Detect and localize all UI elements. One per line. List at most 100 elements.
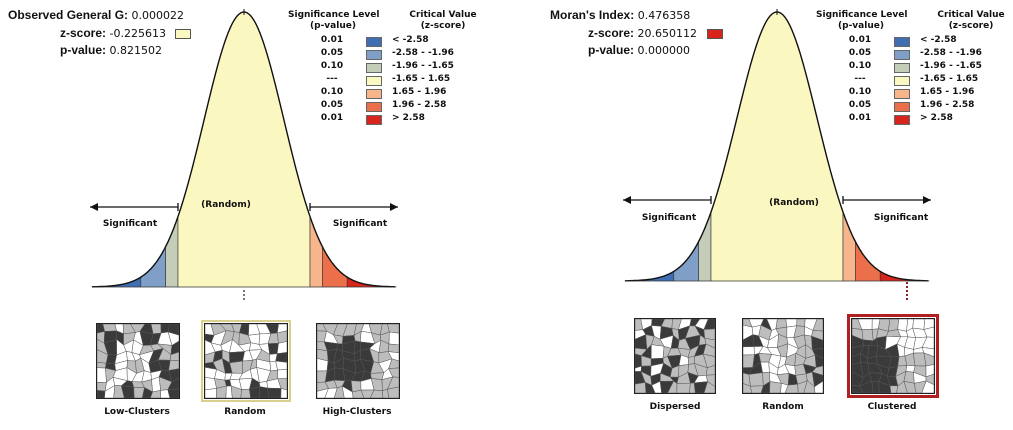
legend-z-range: > 2.58 bbox=[392, 113, 425, 123]
map-polygon bbox=[267, 343, 279, 355]
legend-swatch bbox=[894, 63, 910, 73]
map-polygon bbox=[230, 385, 242, 398]
map-graphic bbox=[205, 324, 287, 398]
map-polygon bbox=[760, 381, 771, 393]
z-score-swatch-left bbox=[175, 29, 192, 39]
legend-z-range: -2.58 - -1.96 bbox=[920, 48, 982, 58]
legend-row: 0.01 < -2.58 bbox=[842, 35, 992, 48]
map-polygon bbox=[133, 387, 145, 398]
map-polygon bbox=[150, 390, 161, 398]
map-polygon bbox=[852, 384, 864, 393]
map-polygon bbox=[277, 369, 287, 379]
map-polygon bbox=[748, 372, 764, 387]
legend-swatch bbox=[366, 37, 382, 47]
morans-index-value: 0.476358 bbox=[637, 9, 691, 22]
map-polygon bbox=[387, 351, 399, 362]
map-random-right bbox=[742, 318, 824, 394]
map-random-left bbox=[201, 320, 291, 402]
arrowhead-right bbox=[390, 203, 398, 211]
map-polygon bbox=[743, 383, 752, 393]
map-polygon bbox=[388, 367, 399, 378]
map-polygon bbox=[859, 380, 874, 393]
map-polygon bbox=[360, 389, 375, 398]
legend-row: 0.01 > 2.58 bbox=[842, 113, 992, 126]
legend-swatch bbox=[894, 89, 910, 99]
map-polygon bbox=[168, 359, 179, 371]
map-polygon bbox=[645, 382, 656, 393]
curve-band bbox=[842, 211, 856, 282]
map-polygon bbox=[693, 381, 708, 393]
map-polygon bbox=[667, 380, 678, 393]
map-polygon bbox=[705, 374, 715, 387]
legend-sig-header-line1-right: Significance Level bbox=[816, 10, 908, 20]
random-label-right: (Random) bbox=[769, 198, 819, 208]
map-polygon bbox=[650, 344, 665, 359]
map-polygon bbox=[914, 380, 927, 393]
observed-g-label: Observed General G: bbox=[8, 8, 129, 22]
curve-band bbox=[165, 216, 179, 288]
map-polygon bbox=[216, 385, 227, 398]
map-polygon bbox=[160, 389, 171, 398]
legend-sig-header-right: Significance Level (p-value) bbox=[816, 10, 908, 32]
legend-p-value: 0.05 bbox=[320, 48, 344, 58]
legend-swatch bbox=[894, 115, 910, 125]
morans-index-stat: Moran's Index: 0.476358 bbox=[550, 8, 690, 22]
legend-swatch bbox=[894, 50, 910, 60]
legend-p-value: 0.01 bbox=[320, 35, 344, 45]
legend-p-value: 0.01 bbox=[848, 35, 872, 45]
map-polygon bbox=[784, 384, 799, 393]
map-polygon bbox=[635, 353, 642, 369]
significant-right-label-right: Significant bbox=[873, 213, 929, 223]
map-polygon bbox=[167, 388, 179, 398]
legend-p-value: 0.05 bbox=[848, 100, 872, 110]
map-polygon bbox=[387, 343, 399, 354]
legend-z-range: 1.96 - 2.58 bbox=[392, 100, 447, 110]
map-polygon bbox=[811, 365, 823, 376]
map-polygon bbox=[769, 381, 782, 393]
map-polygon bbox=[780, 382, 789, 393]
legend-sig-header-line2-right: (p-value) bbox=[838, 21, 884, 31]
map-polygon bbox=[814, 354, 823, 368]
legend-p-value: 0.05 bbox=[848, 48, 872, 58]
legend-p-value: 0.10 bbox=[848, 61, 872, 71]
map-polygon bbox=[921, 347, 934, 357]
map-polygon bbox=[382, 388, 390, 398]
map-polygon bbox=[814, 380, 823, 393]
map-polygon bbox=[687, 356, 695, 365]
legend-sig-header-left: Significance Level (p-value) bbox=[288, 10, 379, 32]
general-g-panel: Observed General G: 0.000022 z-score: -0… bbox=[0, 0, 506, 430]
legend-row: 0.10 1.65 - 1.96 bbox=[842, 87, 992, 100]
p-value-value-left: 0.821502 bbox=[109, 44, 163, 57]
map-polygon bbox=[702, 343, 715, 357]
map-polygon bbox=[277, 324, 287, 334]
random-label-left: (Random) bbox=[201, 200, 251, 210]
legend-p-value: 0.10 bbox=[848, 87, 872, 97]
legend-swatch bbox=[366, 63, 382, 73]
legend-crit-header-line1: Critical Value bbox=[409, 10, 477, 20]
map-graphic bbox=[317, 324, 399, 398]
curve-band bbox=[177, 11, 311, 288]
map-polygon bbox=[811, 371, 823, 388]
map-polygon bbox=[167, 377, 179, 390]
map-clustered bbox=[847, 314, 939, 398]
p-value-stat-right: p-value: 0.000000 bbox=[588, 43, 690, 57]
map-high-clusters bbox=[316, 323, 400, 399]
map-polygon bbox=[276, 341, 287, 354]
map-polygon bbox=[170, 340, 179, 356]
curve-band bbox=[309, 216, 323, 288]
significant-right-label-left: Significant bbox=[332, 219, 388, 229]
legend-sig-header-line2: (p-value) bbox=[310, 21, 356, 31]
map-polygon bbox=[750, 385, 764, 393]
map-polygon bbox=[277, 378, 287, 391]
map-polygon bbox=[225, 385, 233, 398]
observed-g-stat: Observed General G: 0.000022 bbox=[8, 8, 184, 22]
map-polygon bbox=[743, 346, 755, 356]
arrowhead-right bbox=[923, 196, 931, 204]
legend-swatch bbox=[366, 76, 382, 86]
map-polygon bbox=[689, 382, 696, 393]
p-value-value-right: 0.000000 bbox=[637, 44, 691, 57]
caption-clustered: Clustered bbox=[867, 402, 917, 412]
legend-row: 0.10 -1.96 - -1.65 bbox=[314, 61, 464, 74]
curve-band bbox=[710, 11, 844, 282]
legend-p-value: --- bbox=[854, 74, 866, 84]
